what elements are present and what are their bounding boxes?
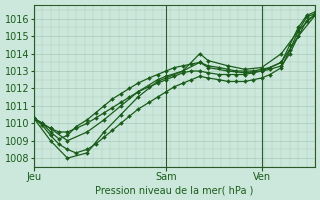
- X-axis label: Pression niveau de la mer( hPa ): Pression niveau de la mer( hPa ): [95, 185, 253, 195]
